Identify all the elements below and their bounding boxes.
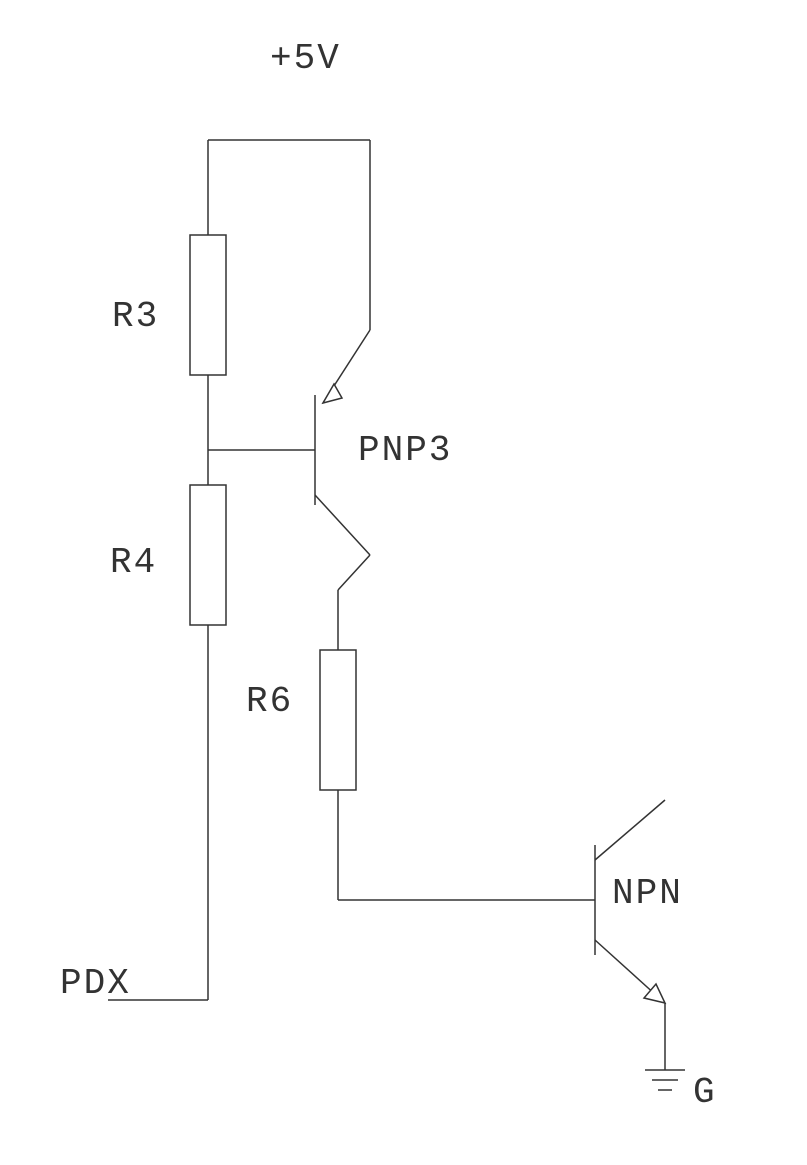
resistor-r6 bbox=[320, 650, 356, 790]
pnp-emitter-arrow bbox=[323, 384, 342, 403]
supply-label: +5V bbox=[270, 38, 341, 79]
npn-label: NPN bbox=[612, 873, 683, 914]
gnd-label: G bbox=[693, 1072, 717, 1113]
r6-label: R6 bbox=[246, 681, 293, 722]
pnp3-label: PNP3 bbox=[358, 430, 452, 471]
pnp-collector bbox=[315, 495, 370, 555]
r3-label: R3 bbox=[112, 296, 159, 337]
npn-collector bbox=[595, 800, 665, 860]
pdx-label: PDX bbox=[60, 963, 131, 1004]
resistor-r4 bbox=[190, 485, 226, 625]
resistor-r3 bbox=[190, 235, 226, 375]
r4-label: R4 bbox=[110, 542, 157, 583]
npn-emitter bbox=[595, 940, 657, 996]
wire bbox=[338, 555, 370, 590]
